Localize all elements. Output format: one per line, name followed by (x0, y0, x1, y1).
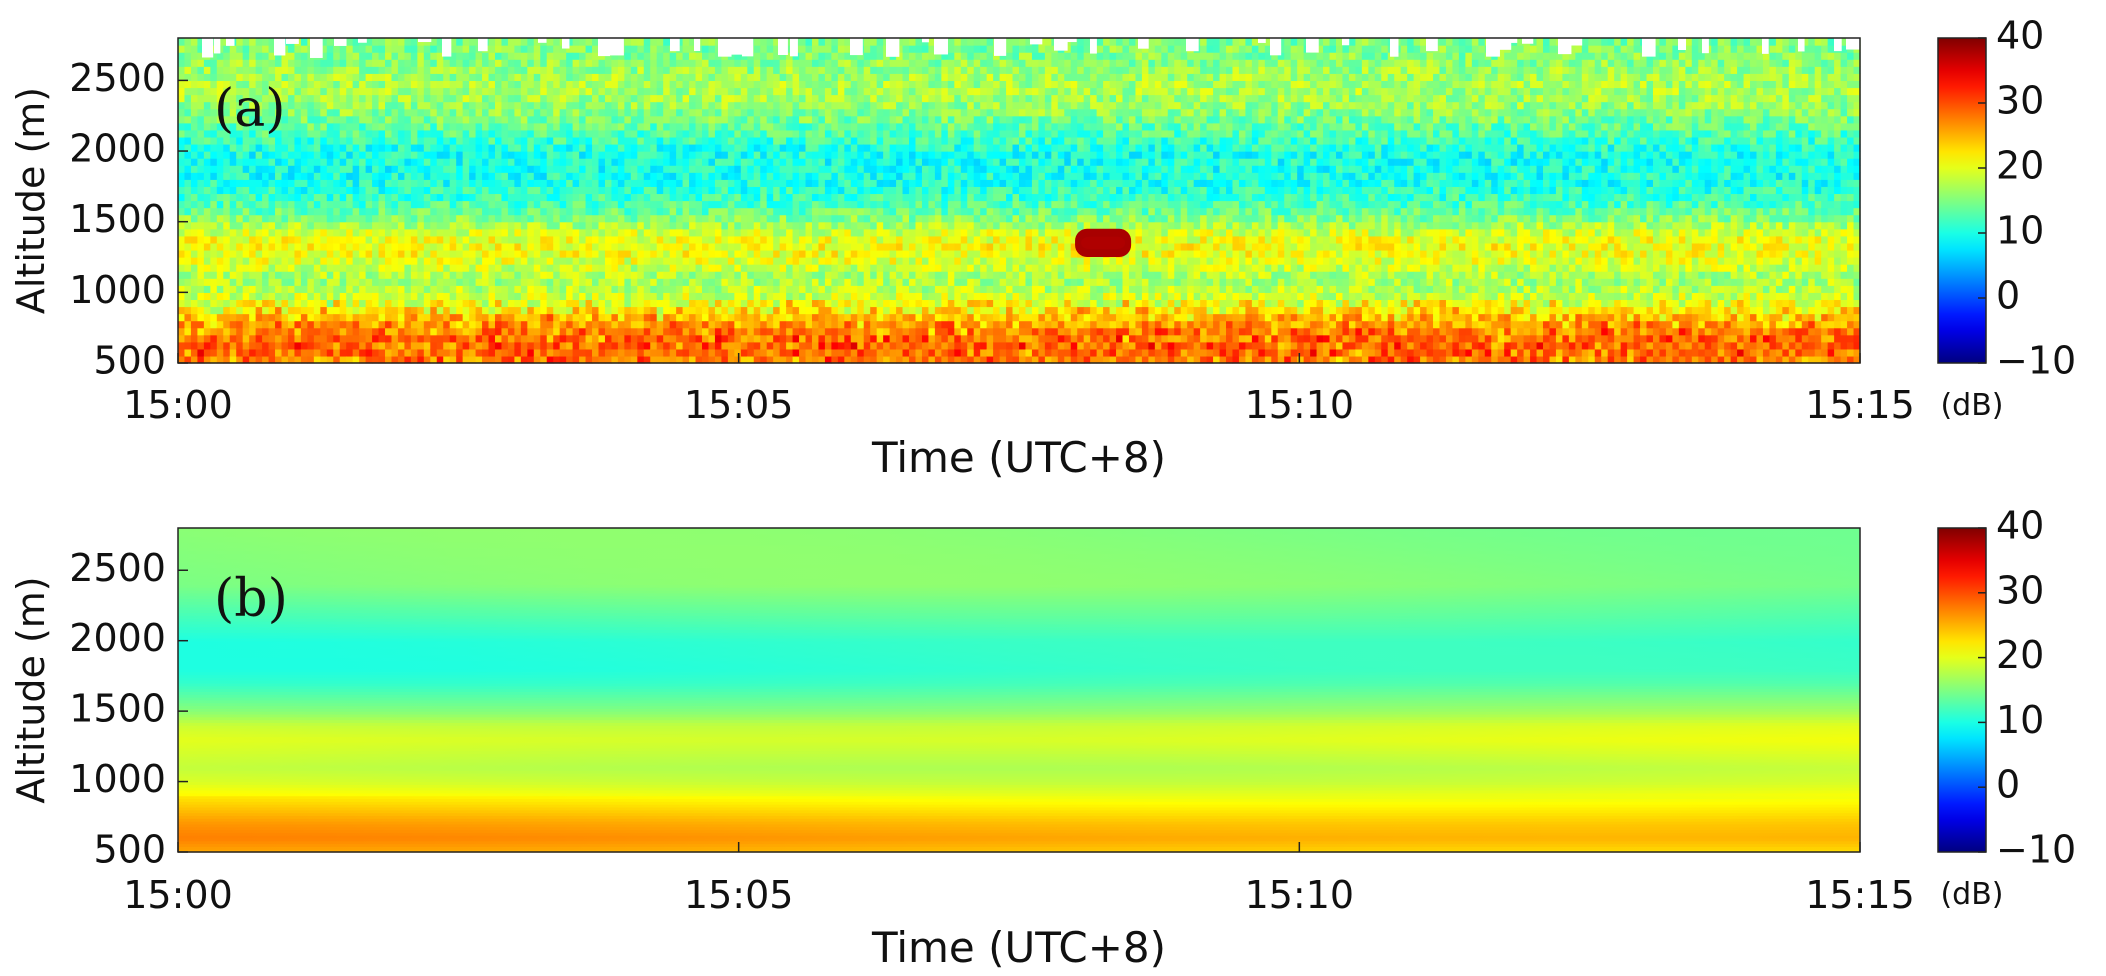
colorbar: 40 30 20 10 0 −10 (dB) (1937, 14, 2076, 423)
x-tick-label: 15:10 (1245, 383, 1355, 427)
y-tick-label: 1000 (69, 268, 166, 312)
x-axis-label: Time (UTC+8) (871, 923, 1166, 972)
y-tick-label: 2500 (69, 56, 166, 100)
panel-label: (b) (214, 569, 288, 629)
x-tick-label: 15:05 (684, 873, 794, 917)
y-tick-label: 1500 (69, 687, 166, 731)
y-axis-label: Altitude (m) (9, 87, 53, 314)
x-tick-label: 15:15 (1805, 873, 1915, 917)
colorbar-tick-label: 20 (1996, 633, 2044, 677)
colorbar-tick-label: 20 (1996, 144, 2044, 188)
x-tick-label: 15:05 (684, 383, 794, 427)
colorbar: 40 30 20 10 0 −10 (dB) (1937, 504, 2076, 912)
x-tick-label: 15:00 (123, 383, 233, 427)
y-tick-label: 2000 (69, 127, 166, 171)
y-axis: 500 1000 1500 2000 2500 (69, 56, 188, 383)
x-tick-label: 15:15 (1805, 383, 1915, 427)
colorbar-tick-label: 0 (1996, 274, 2020, 318)
panel-label: (a) (214, 79, 286, 139)
plot-frame (177, 37, 1861, 364)
panel-a: 500 1000 1500 2000 2500 15:00 15:05 15:10 15:15 T… (9, 14, 2076, 483)
y-tick-label: 2500 (69, 546, 166, 590)
colorbar-tick-label: 30 (1996, 568, 2044, 612)
y-tick-label: 500 (93, 828, 166, 872)
x-tick-label: 15:10 (1245, 873, 1355, 917)
panel-b: 500 1000 1500 2000 2500 15:00 15:05 15:10 15:15 T… (9, 504, 2076, 973)
y-tick-label: 1000 (69, 757, 166, 801)
colorbar-tick-label: 40 (1996, 14, 2044, 58)
colorbar-gradient (1937, 527, 1987, 853)
x-axis-label: Time (UTC+8) (871, 433, 1166, 482)
y-axis-label: Altitude (m) (9, 576, 53, 803)
y-tick-label: 2000 (69, 616, 166, 660)
x-axis: 15:00 15:05 15:10 15:15 (123, 842, 1915, 917)
colorbar-tick-label: −10 (1996, 828, 2076, 872)
colorbar-tick-label: 30 (1996, 79, 2044, 123)
x-tick-label: 15:00 (123, 873, 233, 917)
colorbar-unit: (dB) (1940, 877, 2003, 912)
heatmap-field (178, 38, 1861, 364)
y-tick-label: 500 (93, 339, 166, 383)
colorbar-gradient (1937, 37, 1987, 364)
colorbar-tick-label: 10 (1996, 698, 2044, 742)
data-gap-top (202, 38, 1860, 58)
heatmap-field (178, 528, 1860, 853)
plot-frame (177, 527, 1861, 853)
colorbar-tick-label: 0 (1996, 763, 2020, 807)
y-axis: 500 1000 1500 2000 2500 (69, 546, 188, 872)
colorbar-tick-label: 10 (1996, 209, 2044, 253)
colorbar-tick-label: 40 (1996, 504, 2044, 548)
y-tick-label: 1500 (69, 197, 166, 241)
x-axis: 15:00 15:05 15:10 15:15 (123, 353, 1915, 427)
colorbar-tick-label: −10 (1996, 339, 2076, 383)
colorbar-unit: (dB) (1940, 388, 2003, 423)
